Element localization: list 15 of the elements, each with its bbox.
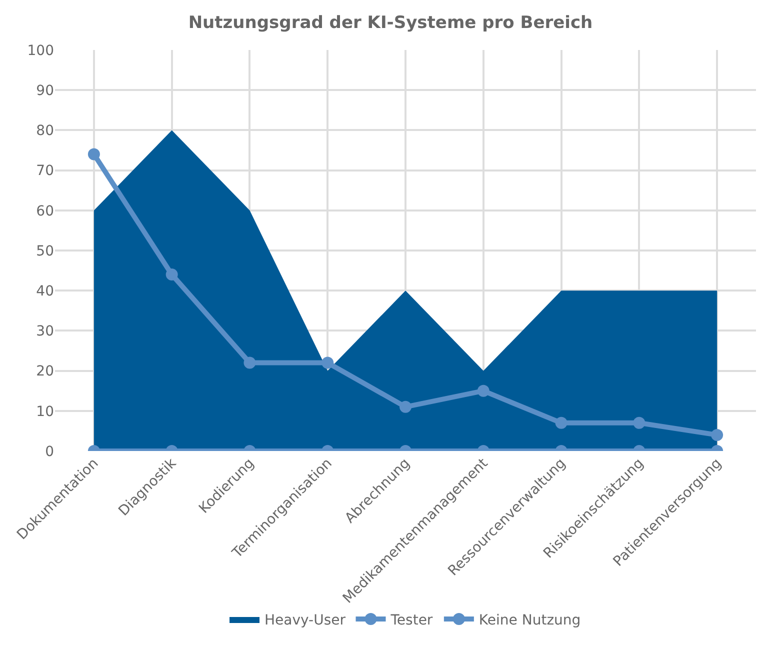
y-tick-label: 60 xyxy=(36,203,54,220)
y-tick-label: 30 xyxy=(36,324,54,340)
legend-label: Heavy-User xyxy=(264,612,346,628)
y-tick-label: 80 xyxy=(36,123,54,140)
y-tick-label: 50 xyxy=(36,243,54,260)
y-tick-label: 40 xyxy=(36,284,54,300)
y-tick-label: 0 xyxy=(45,444,54,460)
chart-title: Nutzungsgrad der KI-Systeme pro Bereich xyxy=(188,13,593,34)
legend-label: Keine Nutzung xyxy=(478,612,581,628)
y-tick-label: 20 xyxy=(36,364,54,380)
y-tick-label: 90 xyxy=(36,83,54,99)
y-tick-label: 70 xyxy=(36,163,54,180)
y-tick-label: 100 xyxy=(27,42,54,59)
legend-label: Tester xyxy=(390,612,433,628)
y-tick-label: 10 xyxy=(36,404,54,420)
